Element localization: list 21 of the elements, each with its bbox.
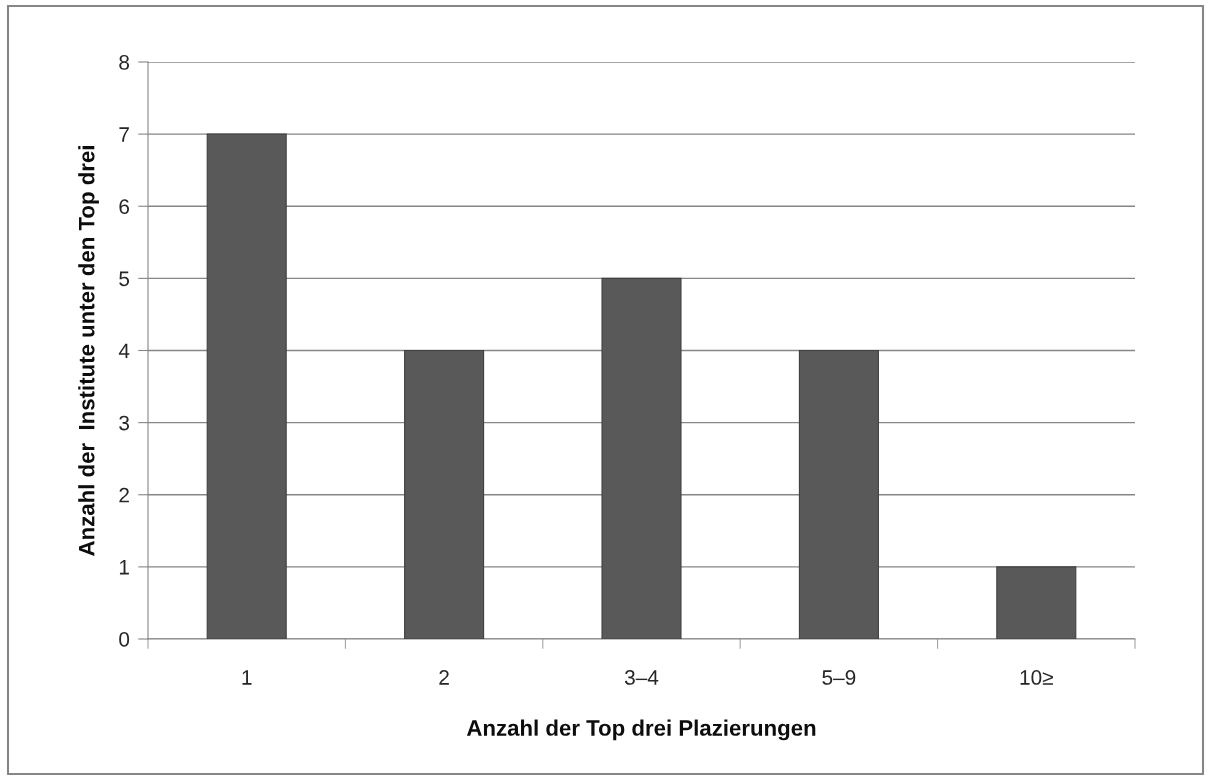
y-axis-title: Anzahl der Institute unter den Top drei (78, 146, 99, 556)
bar (601, 277, 682, 639)
x-tick-label: 10≥ (1020, 670, 1053, 685)
y-tick-label: 1 (119, 560, 129, 575)
y-tick-label: 2 (119, 487, 129, 503)
bar (206, 133, 287, 639)
bar (996, 566, 1077, 639)
x-tick-label: 2 (439, 670, 449, 685)
y-tick-label: 0 (119, 632, 130, 647)
y-tick-label: 8 (119, 55, 130, 70)
y-tick-label: 6 (119, 199, 130, 214)
y-tick-label: 3 (119, 415, 130, 431)
x-axis-title: Anzahl der Top drei Plazierungen (466, 719, 816, 741)
y-tick-label: 4 (118, 343, 130, 359)
x-tick-label: 5–9 (822, 670, 856, 685)
bar (798, 349, 879, 639)
y-tick-label: 7 (119, 127, 129, 142)
y-tick-label: 5 (119, 271, 130, 287)
x-tick-label: 3–4 (624, 670, 659, 685)
bar (404, 349, 485, 639)
x-tick-label: 1 (242, 670, 252, 685)
